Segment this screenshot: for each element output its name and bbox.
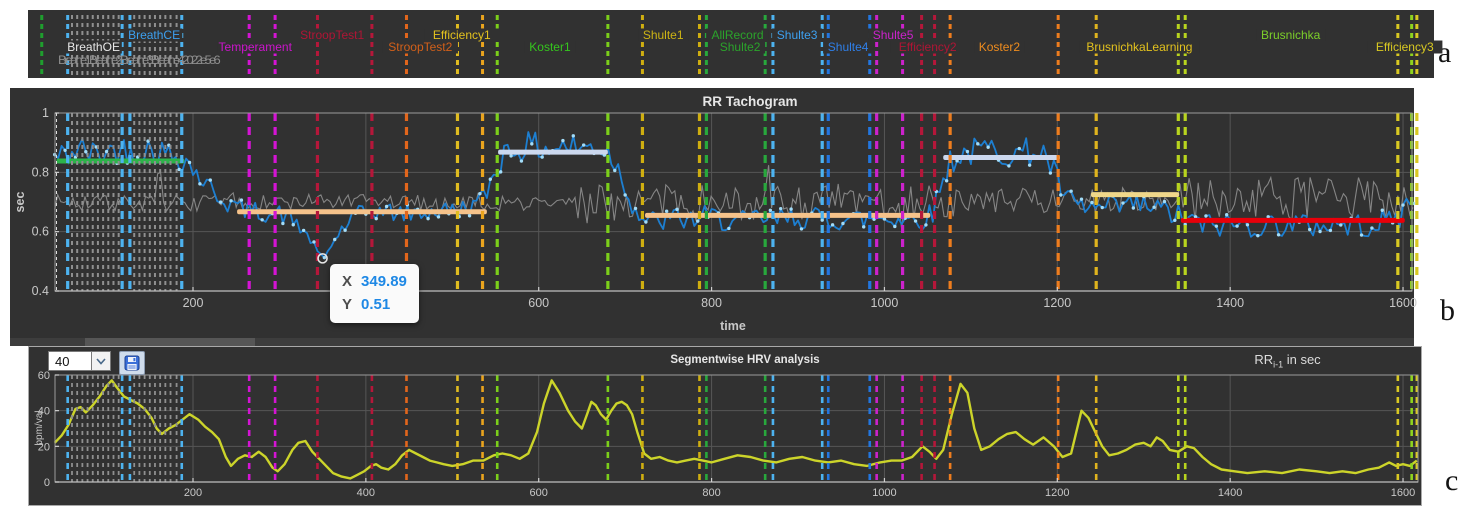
hrv-analysis-panel [28,346,1422,506]
figure-label-c: c [1445,464,1459,497]
segment-timeline-panel [28,10,1434,78]
data-cursor-tooltip[interactable]: X 349.89 Y 0.51 [330,264,419,323]
panel-divider [10,338,1414,346]
figure-label-a: a [1438,36,1452,69]
tooltip-y-row: Y 0.51 [342,296,391,314]
figure-label-b: b [1440,294,1455,327]
rr-tachogram-title: RR Tachogram [702,94,798,109]
segment-length-value[interactable]: 40 [48,351,92,371]
tooltip-x-row: X 349.89 [342,273,407,290]
chevron-down-icon[interactable] [92,351,111,371]
segment-length-select[interactable]: 40 [48,351,111,371]
rr-units-label: RRi-1 in sec [1254,352,1321,370]
divider-tab [85,338,255,346]
rr-tachogram-panel [10,88,1414,338]
hrv-analysis-title: Segmentwise HRV analysis [670,354,820,366]
floppy-disk-icon [124,355,140,371]
save-button[interactable] [119,351,145,375]
